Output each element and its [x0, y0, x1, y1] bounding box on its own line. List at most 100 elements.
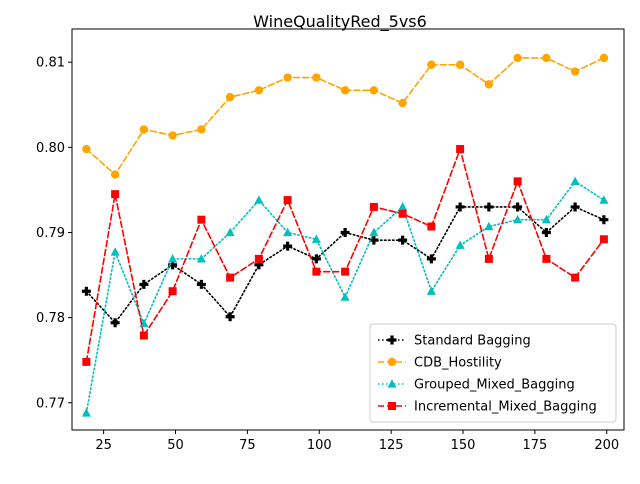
y-tick-label: 0.81: [36, 56, 65, 71]
legend-marker: [388, 402, 396, 410]
data-point: [82, 357, 91, 366]
data-point: [541, 227, 551, 237]
legend-entry: Grouped_Mixed_Bagging: [378, 378, 575, 393]
series-incremental-mixed-bagging: [82, 145, 608, 366]
data-point: [341, 267, 350, 276]
data-point: [225, 227, 235, 237]
y-axis: 0.77 0.78 0.79 0.80 0.81: [36, 56, 72, 411]
data-point: [542, 53, 551, 63]
y-tick-label: 0.77: [36, 396, 65, 411]
data-point: [139, 125, 149, 134]
x-axis: 25 50 75 100 125 150 175 200: [95, 430, 619, 453]
x-tick-label: 50: [167, 438, 184, 453]
data-point: [513, 53, 522, 63]
legend-label: Incremental_Mixed_Bagging: [414, 400, 597, 415]
data-point: [168, 254, 178, 263]
data-point: [455, 240, 465, 249]
plot-area: [81, 53, 609, 417]
data-point: [81, 408, 91, 417]
data-point: [283, 73, 292, 82]
data-point: [484, 80, 494, 89]
data-point: [283, 227, 293, 237]
x-tick-label: 150: [451, 438, 476, 453]
data-point: [197, 125, 206, 134]
data-point: [484, 202, 494, 212]
data-point: [340, 227, 350, 237]
data-point: [225, 312, 235, 322]
data-point: [139, 331, 148, 340]
plot-frame: [71, 28, 625, 431]
data-point: [484, 254, 493, 263]
data-point: [197, 215, 206, 224]
legend-entry: Incremental_Mixed_Bagging: [378, 400, 597, 415]
data-point: [196, 254, 206, 263]
data-point: [398, 202, 408, 211]
legend: Standard Bagging CDB_Hostility Grouped_Mix…: [369, 323, 617, 423]
series-cdb-hostility: [82, 53, 609, 179]
legend-marker: [387, 335, 397, 345]
data-point: [369, 86, 379, 95]
data-point: [283, 196, 292, 205]
data-point: [369, 227, 379, 237]
data-point: [570, 202, 580, 212]
data-point: [168, 287, 177, 296]
data-point: [398, 235, 408, 245]
data-point: [398, 209, 407, 218]
x-tick-label: 100: [307, 438, 332, 453]
data-point: [340, 86, 350, 95]
data-point: [340, 292, 350, 301]
data-point: [484, 221, 494, 231]
legend-marker: [387, 379, 397, 388]
data-point: [426, 286, 436, 295]
legend-box: [369, 323, 617, 423]
data-point: [110, 170, 120, 179]
data-point: [81, 286, 91, 296]
data-point: [570, 67, 580, 76]
data-point: [111, 190, 120, 199]
data-point: [168, 260, 178, 270]
data-point: [254, 260, 264, 270]
data-point: [196, 279, 206, 289]
data-point: [456, 145, 465, 154]
data-point: [311, 234, 321, 243]
data-point: [369, 202, 378, 211]
legend-entry: CDB_Hostility: [378, 356, 502, 371]
data-point: [226, 273, 235, 282]
data-point: [254, 86, 264, 95]
data-point: [225, 92, 235, 102]
x-tick-label: 125: [379, 438, 404, 453]
data-point: [312, 73, 321, 82]
data-point: [542, 254, 551, 263]
data-point: [110, 318, 120, 328]
data-point: [455, 60, 465, 69]
chart-title: WineQualityRed_5vs6: [253, 12, 427, 32]
data-point: [168, 131, 177, 140]
x-tick-label: 175: [522, 438, 547, 453]
data-point: [427, 60, 436, 69]
data-point: [139, 279, 149, 289]
data-point: [513, 202, 523, 212]
data-point: [599, 53, 609, 63]
y-tick-label: 0.78: [36, 311, 65, 326]
data-point: [455, 202, 465, 212]
data-point: [312, 267, 321, 276]
data-point: [283, 241, 293, 251]
legend-marker: [387, 357, 397, 367]
data-point: [369, 235, 379, 245]
data-point: [513, 177, 522, 186]
data-point: [254, 254, 263, 263]
data-point: [254, 195, 264, 204]
data-point: [541, 214, 551, 224]
legend-entry: Standard Bagging: [378, 334, 531, 349]
series-standard-bagging: [81, 202, 609, 328]
data-point: [599, 215, 609, 225]
legend-label: Grouped_Mixed_Bagging: [414, 378, 575, 393]
data-point: [82, 144, 91, 154]
data-point: [570, 176, 580, 185]
data-point: [599, 235, 608, 244]
data-point: [311, 254, 321, 264]
x-tick-label: 25: [95, 438, 112, 453]
data-point: [513, 214, 523, 224]
